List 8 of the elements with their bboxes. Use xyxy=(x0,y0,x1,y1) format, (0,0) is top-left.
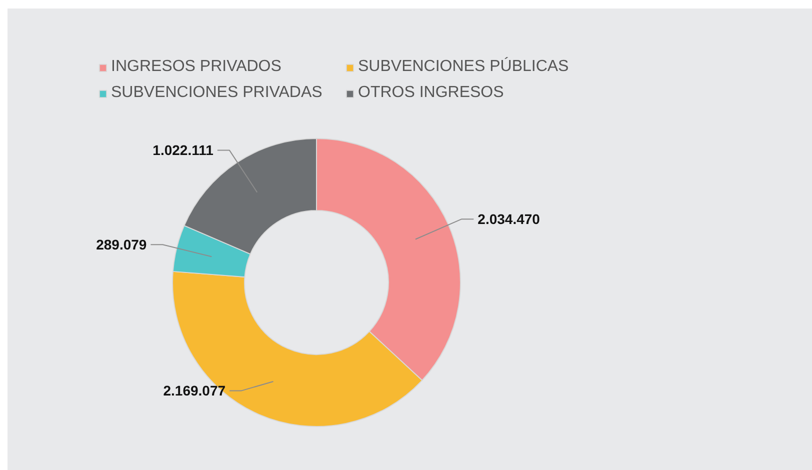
legend-label: SUBVENCIONES PRIVADAS xyxy=(111,83,324,103)
data-label: 2.169.077 xyxy=(163,382,226,399)
data-label: 2.034.470 xyxy=(478,211,540,228)
legend-label: INGRESOS PRIVADOS xyxy=(111,57,282,77)
legend-label: OTROS INGRESOS xyxy=(358,83,505,103)
data-label: 1.022.111 xyxy=(152,142,214,158)
legend-label: SUBVENCIONES PÚBLICAS xyxy=(358,57,570,77)
data-label: 289.079 xyxy=(96,236,147,253)
